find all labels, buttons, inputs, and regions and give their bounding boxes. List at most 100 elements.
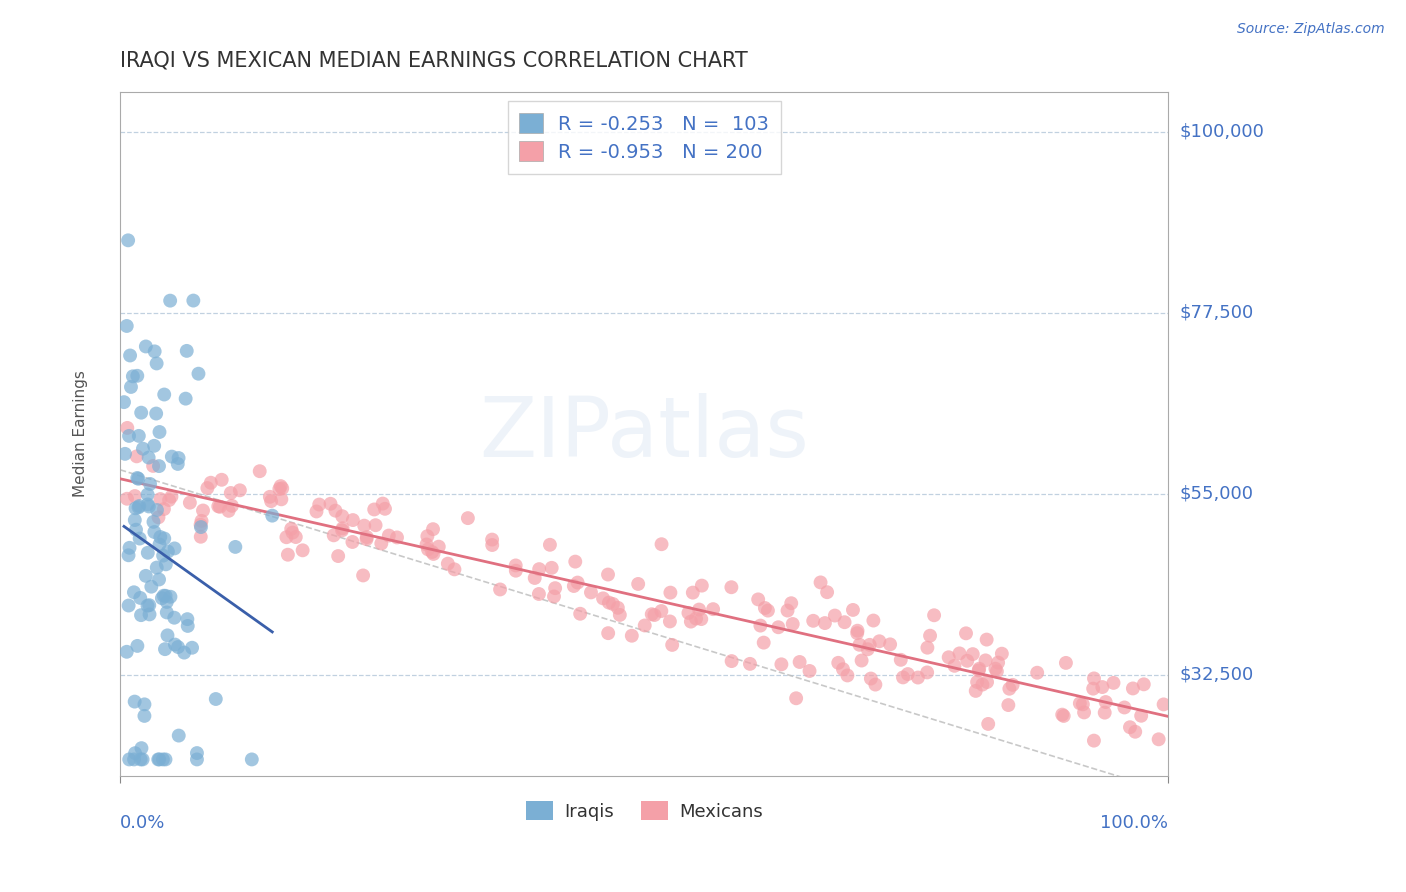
Point — [125, 450, 148, 464]
Point — [325, 503, 347, 517]
Point — [943, 658, 966, 673]
Text: 0.0%: 0.0% — [120, 814, 166, 832]
Point — [827, 656, 849, 670]
Point — [145, 560, 167, 574]
Point — [155, 752, 177, 766]
Point — [685, 611, 707, 625]
Point — [186, 746, 208, 760]
Point — [679, 615, 702, 629]
Point — [641, 607, 664, 622]
Point — [120, 380, 142, 394]
Point — [143, 524, 166, 539]
Point — [799, 664, 821, 678]
Point — [148, 510, 170, 524]
Point — [152, 752, 174, 766]
Point — [207, 500, 229, 514]
Point — [1147, 732, 1170, 747]
Point — [1130, 708, 1153, 723]
Point — [124, 489, 146, 503]
Point — [868, 634, 890, 648]
Point — [271, 481, 294, 495]
Text: Source: ZipAtlas.com: Source: ZipAtlas.com — [1237, 22, 1385, 37]
Point — [955, 626, 977, 640]
Point — [156, 606, 179, 620]
Point — [890, 653, 912, 667]
Point — [115, 318, 138, 333]
Point — [848, 638, 870, 652]
Point — [1083, 681, 1105, 696]
Point — [814, 616, 837, 631]
Point — [776, 603, 799, 617]
Legend: Iraqis, Mexicans: Iraqis, Mexicans — [519, 794, 769, 828]
Point — [965, 684, 987, 698]
Point — [148, 752, 170, 766]
Point — [145, 407, 167, 421]
Point — [437, 557, 460, 571]
Point — [690, 579, 713, 593]
Point — [1053, 709, 1076, 723]
Point — [240, 752, 263, 766]
Point — [1153, 698, 1175, 712]
Point — [658, 615, 681, 629]
Point — [167, 640, 190, 654]
Point — [145, 356, 167, 370]
Point — [114, 447, 136, 461]
Point — [650, 604, 672, 618]
Point — [976, 675, 998, 690]
Point — [135, 339, 157, 353]
Point — [160, 490, 183, 504]
Point — [305, 504, 328, 518]
Point — [143, 344, 166, 359]
Point — [276, 530, 298, 544]
Point — [117, 233, 139, 247]
Point — [415, 537, 437, 551]
Point — [1102, 676, 1125, 690]
Point — [260, 494, 283, 508]
Point — [780, 596, 803, 610]
Point — [602, 597, 624, 611]
Point — [319, 497, 342, 511]
Point — [146, 503, 169, 517]
Point — [141, 580, 163, 594]
Point — [181, 640, 204, 655]
Point — [281, 525, 304, 540]
Point — [1026, 665, 1049, 680]
Point — [270, 492, 292, 507]
Point — [659, 585, 682, 599]
Point — [420, 545, 443, 559]
Point — [330, 524, 353, 538]
Point — [416, 542, 439, 557]
Point — [416, 529, 439, 543]
Point — [136, 487, 159, 501]
Point — [972, 677, 994, 691]
Text: $32,500: $32,500 — [1180, 666, 1254, 684]
Point — [688, 602, 710, 616]
Point — [538, 538, 561, 552]
Point — [163, 638, 186, 652]
Point — [907, 671, 929, 685]
Point — [352, 568, 374, 582]
Point — [598, 596, 620, 610]
Point — [124, 501, 146, 516]
Point — [136, 599, 159, 613]
Point — [956, 654, 979, 668]
Point — [149, 530, 172, 544]
Point — [1069, 696, 1091, 710]
Point — [152, 589, 174, 603]
Text: Median Earnings: Median Earnings — [73, 370, 87, 497]
Point — [782, 617, 804, 632]
Point — [208, 500, 231, 514]
Point — [153, 532, 176, 546]
Point — [527, 562, 550, 576]
Point — [183, 293, 205, 308]
Text: 100.0%: 100.0% — [1101, 814, 1168, 832]
Point — [879, 637, 901, 651]
Point — [204, 692, 226, 706]
Point — [997, 698, 1019, 712]
Point — [277, 548, 299, 562]
Point — [138, 500, 160, 514]
Point — [690, 612, 713, 626]
Text: $100,000: $100,000 — [1180, 123, 1264, 141]
Point — [153, 502, 176, 516]
Point — [269, 482, 291, 496]
